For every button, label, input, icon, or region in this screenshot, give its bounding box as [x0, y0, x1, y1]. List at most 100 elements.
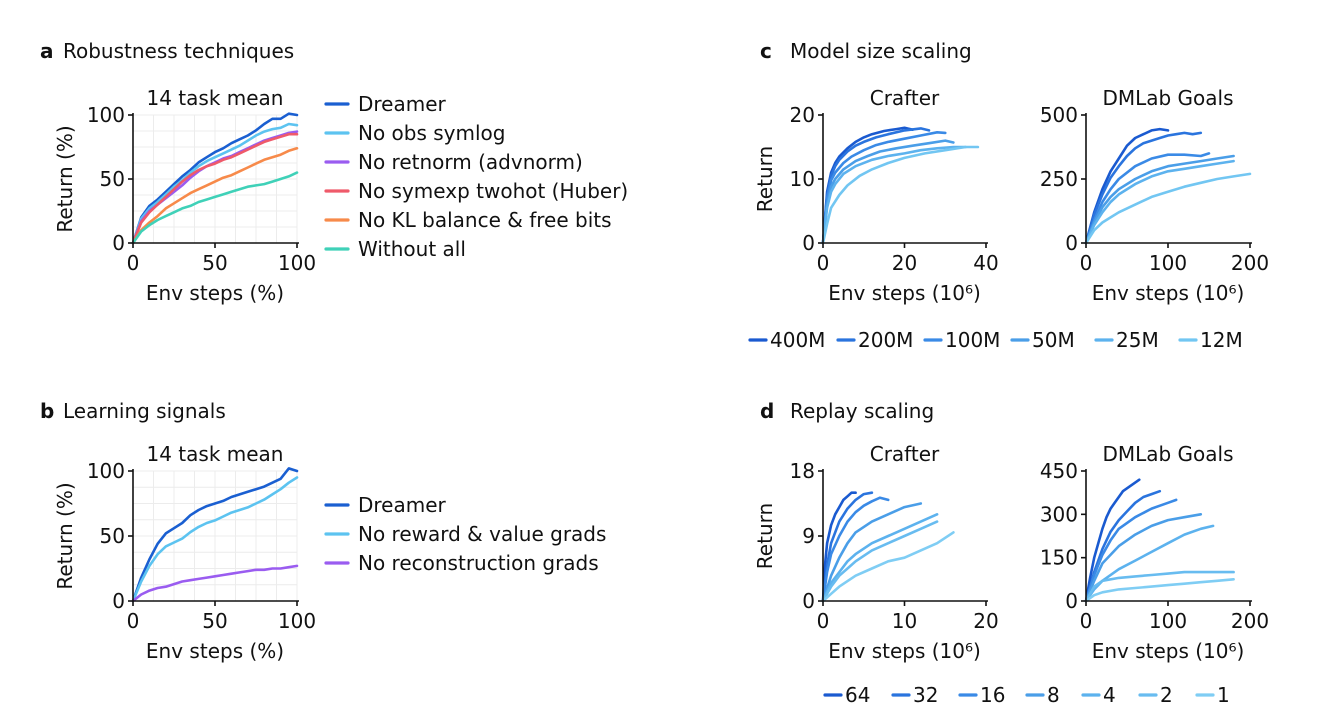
- series-line-200m: [1084, 131, 1203, 245]
- legend-label: Without all: [358, 237, 466, 261]
- y-tick-label: 100: [87, 103, 125, 127]
- series-line-2: [821, 520, 939, 603]
- series-line-8: [1084, 512, 1203, 603]
- panel-d-heading: d Replay scaling: [760, 399, 934, 423]
- y-tick-label: 0: [112, 231, 125, 255]
- chart-b: 0 50 100 0 50 100 14 task mean Env steps (%) Ret…: [53, 442, 606, 663]
- grid: [133, 114, 298, 243]
- panel-a-heading: a Robustness techniques: [40, 39, 294, 63]
- grid: [133, 470, 298, 601]
- series-line-200m: [821, 127, 931, 245]
- panel-title-a: Robustness techniques: [63, 39, 294, 63]
- series-line-50m: [821, 139, 955, 245]
- series-line-4: [821, 512, 939, 603]
- y-tick-label: 20: [790, 103, 815, 127]
- x-axis-label: Env steps (10⁶): [1092, 639, 1245, 663]
- legend-label: Dreamer: [358, 92, 447, 116]
- series-line-12m: [1084, 172, 1252, 245]
- x-tick-label: 200: [1231, 251, 1269, 275]
- series-line-no-reward-value-grads: [131, 476, 299, 603]
- legend-d: 64 32 16 8 4 2 1: [823, 683, 1230, 707]
- series-line-16: [1084, 498, 1178, 603]
- x-tick-label: 100: [278, 609, 316, 633]
- chart-title: DMLab Goals: [1102, 442, 1233, 466]
- y-tick-label: 0: [112, 589, 125, 613]
- y-tick-label: 0: [802, 231, 815, 255]
- series-line-64: [1084, 478, 1141, 603]
- legend-label: 4: [1103, 683, 1116, 707]
- legend-label: No reward & value grads: [358, 522, 606, 546]
- y-tick-label: 300: [1040, 502, 1078, 526]
- x-axis-label: Env steps (10⁶): [828, 639, 981, 663]
- panel-title-d: Replay scaling: [790, 399, 934, 423]
- y-axis-label: Return: [753, 503, 777, 569]
- chart-a: 0 50 100 0 50 100 14 task mean Env steps (%) Ret…: [53, 86, 628, 305]
- legend-label: 400M: [770, 328, 825, 352]
- panel-letter-a: a: [40, 39, 54, 63]
- series-line-no-symexp-twohot-huber-: [131, 132, 299, 245]
- legend: Dreamer No reward & value grads No reconst…: [324, 493, 606, 575]
- y-tick-label: 250: [1040, 167, 1078, 191]
- chart-title: 14 task mean: [147, 86, 284, 110]
- x-tick-label: 20: [892, 251, 917, 275]
- y-tick-label: 50: [100, 524, 125, 548]
- series-line-100m: [1084, 152, 1211, 245]
- series-line-dreamer: [131, 467, 299, 603]
- x-tick-label: 0: [817, 609, 830, 633]
- legend-label: 32: [913, 683, 938, 707]
- legend-label: 12M: [1200, 328, 1243, 352]
- chart-c-dmlab: 0 100 200 0 250 500 DMLab Goals Env steps (10⁶): [1040, 86, 1269, 305]
- series-line-100m: [821, 131, 947, 245]
- chart-title: Crafter: [870, 442, 940, 466]
- series-line-12m: [821, 145, 980, 245]
- y-axis-label: Return (%): [53, 125, 77, 232]
- y-tick-label: 150: [1040, 546, 1078, 570]
- y-tick-label: 100: [87, 459, 125, 483]
- x-tick-label: 100: [278, 251, 316, 275]
- legend-label: No KL balance & free bits: [358, 208, 612, 232]
- chart-title: Crafter: [870, 86, 940, 110]
- x-tick-label: 100: [1149, 609, 1187, 633]
- series-line-8: [821, 502, 923, 603]
- series-line-1: [821, 531, 955, 603]
- x-tick-label: 200: [1231, 609, 1269, 633]
- y-tick-label: 18: [790, 459, 815, 483]
- chart-d-dmlab: 0 100 200 0 150 300 450 DMLab Goals Env steps (1…: [1040, 442, 1269, 663]
- legend-label: 25M: [1116, 328, 1159, 352]
- series-line-without-all: [131, 171, 299, 245]
- legend-label: No obs symlog: [358, 121, 506, 145]
- legend-label: 1: [1217, 683, 1230, 707]
- y-tick-label: 0: [1065, 231, 1078, 255]
- x-tick-label: 100: [1149, 251, 1187, 275]
- legend-label: 8: [1047, 683, 1060, 707]
- legend-label: No reconstruction grads: [358, 551, 599, 575]
- series-line-400m: [1084, 127, 1170, 245]
- series-line-no-obs-symlog: [131, 122, 299, 245]
- y-tick-label: 10: [790, 167, 815, 191]
- x-axis-label: Env steps (%): [146, 281, 284, 305]
- x-tick-label: 0: [127, 251, 140, 275]
- chart-title: DMLab Goals: [1102, 86, 1233, 110]
- chart-d-crafter: 0 10 20 0 9 18 Crafter Env steps (10⁶) Return: [753, 442, 999, 663]
- x-tick-label: 0: [817, 251, 830, 275]
- legend-label: 64: [845, 683, 870, 707]
- chart-title: 14 task mean: [147, 442, 284, 466]
- x-tick-label: 50: [202, 609, 227, 633]
- series-line-no-reconstruction-grads: [131, 564, 299, 603]
- legend-label: No retnorm (advnorm): [358, 150, 583, 174]
- legend-label: 50M: [1032, 328, 1075, 352]
- x-tick-label: 20: [973, 609, 998, 633]
- y-axis-label: Return: [753, 146, 777, 212]
- legend: Dreamer No obs symlog No retnorm (advnorm)…: [324, 92, 628, 261]
- y-tick-label: 50: [100, 167, 125, 191]
- x-tick-label: 50: [202, 251, 227, 275]
- x-axis-label: Env steps (10⁶): [1092, 281, 1245, 305]
- panel-c-heading: c Model size scaling: [760, 39, 972, 63]
- y-tick-label: 450: [1040, 459, 1078, 483]
- legend-label: No symexp twohot (Huber): [358, 179, 628, 203]
- legend-c: 400M 200M 100M 50M 25M 12M: [748, 328, 1243, 352]
- x-axis-label: Env steps (%): [146, 639, 284, 663]
- panel-letter-c: c: [760, 39, 772, 63]
- y-tick-label: 0: [802, 589, 815, 613]
- x-tick-label: 0: [127, 609, 140, 633]
